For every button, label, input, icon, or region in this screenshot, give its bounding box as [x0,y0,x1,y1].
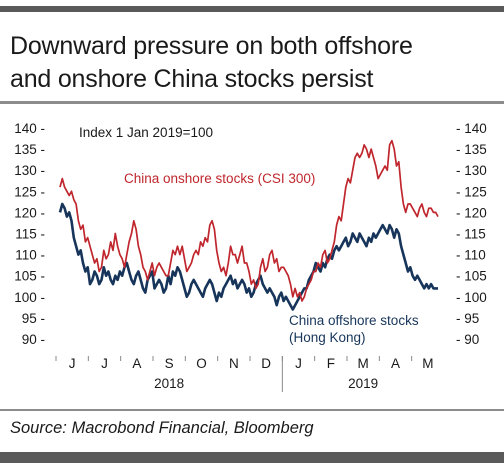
y-tick-label-right: - 140 [456,121,487,136]
y-tick-label-right: - 105 [456,269,487,284]
axes: 90 - - 90 95 - - 95 100 - - 100 105 - - 105 110 … [14,121,487,392]
offshore-series-line [58,202,438,311]
x-tick-label: J [101,356,108,371]
header-band [0,0,504,16]
legend-onshore: China onshore stocks (CSI 300) [124,171,315,186]
series-lines [58,139,439,311]
x-tick-label: A [132,356,141,371]
legend-offshore-line1: China offshore stocks [289,313,419,328]
x-tick-label: M [422,356,433,371]
x-tick-label: J [295,356,302,371]
onshore-series-line [59,139,439,302]
index-annotation: Index 1 Jan 2019=100 [79,125,213,140]
y-tick-label-right: - 135 [456,142,487,157]
x-tick-label: O [196,356,207,371]
year-label-2018: 2018 [154,376,184,391]
year-label-2019: 2019 [348,376,378,391]
y-tick-label-left: 90 - [22,332,45,347]
y-tick-label-right: - 90 [456,332,479,347]
y-tick-label-left: 140 - [14,121,45,136]
x-tick-label: M [358,356,369,371]
y-tick-label-left: 115 - [15,227,45,242]
legend-offshore-line2: (Hong Kong) [289,330,366,345]
y-tick-label-left: 135 - [14,142,45,157]
y-tick-label-right: - 95 [456,311,479,326]
x-tick-label: A [391,356,400,371]
y-tick-label-left: 120 - [14,205,45,220]
y-tick-label-right: - 125 [456,184,487,199]
y-tick-label-left: 100 - [14,290,45,305]
y-tick-label-right: - 130 [456,163,487,178]
line-chart: 90 - - 90 95 - - 95 100 - - 100 105 - - 105 110 … [14,121,487,392]
y-tick-label-right: - 115 [456,227,486,242]
x-tick-label: N [229,356,239,371]
y-tick-label-left: 95 - [22,311,45,326]
source-note: Source: Macrobond Financial, Bloomberg [10,419,314,437]
y-tick-label-left: 125 - [14,184,45,199]
x-tick-label: D [261,356,271,371]
x-tick-label: J [69,356,76,371]
y-tick-label-left: 105 - [14,269,45,284]
y-tick-label-left: 130 - [14,163,45,178]
y-tick-label-right: - 110 [456,248,486,263]
title-line-2: and onshore China stocks persist [10,65,374,93]
chart-title: Downward pressure on both offshore and o… [10,30,490,96]
footer-divider [0,409,504,411]
x-tick-label: F [327,356,335,371]
x-tick-label: S [165,356,174,371]
y-tick-label-right: - 120 [456,205,487,220]
y-tick-label-right: - 100 [456,290,487,305]
y-tick-label-left: 110 - [15,248,45,263]
footer-band [0,452,504,463]
title-line-1: Downward pressure on both offshore [10,32,413,60]
title-divider [0,101,504,104]
